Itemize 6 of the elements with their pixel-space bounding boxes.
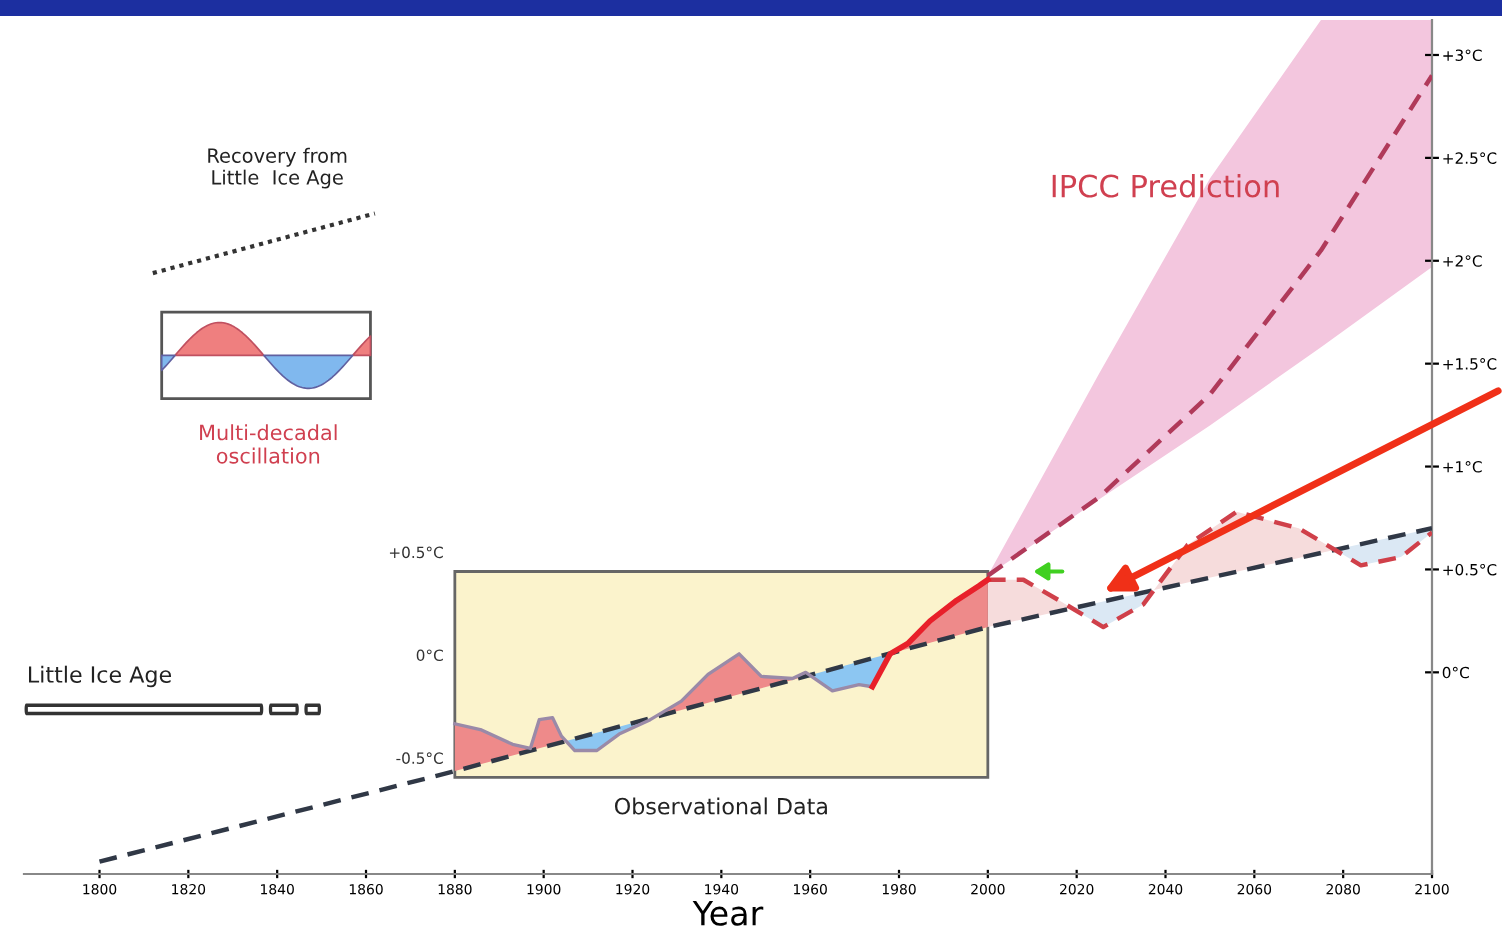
annotation: IPCC Prediction [1052,173,1279,198]
annotation: Multi-decadal oscillation [200,424,337,464]
annotation: Observational Data [614,797,827,815]
annotation: Little Ice Age [29,665,172,688]
x-axis-title: Year [692,900,764,926]
annotation: Recovery from Little Ice Age [208,147,347,189]
